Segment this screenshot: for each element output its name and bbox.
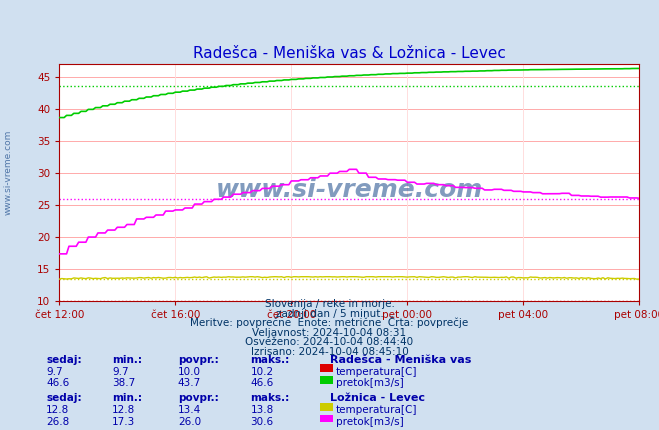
Text: maks.:: maks.: (250, 393, 290, 403)
Text: Ložnica - Levec: Ložnica - Levec (330, 393, 424, 403)
Text: 30.6: 30.6 (250, 417, 273, 427)
Text: Radešca - Meniška vas: Radešca - Meniška vas (330, 355, 471, 365)
Text: Izrisano: 2024-10-04 08:45:10: Izrisano: 2024-10-04 08:45:10 (250, 347, 409, 357)
Title: Radešca - Meniška vas & Ložnica - Levec: Radešca - Meniška vas & Ložnica - Levec (193, 46, 505, 61)
Text: maks.:: maks.: (250, 355, 290, 365)
Text: 13.8: 13.8 (250, 405, 273, 415)
Text: 26.8: 26.8 (46, 417, 69, 427)
Text: sedaj:: sedaj: (46, 355, 82, 365)
Text: www.si-vreme.com: www.si-vreme.com (215, 178, 483, 202)
Text: 9.7: 9.7 (112, 367, 129, 377)
Text: 46.6: 46.6 (46, 378, 69, 388)
Text: 26.0: 26.0 (178, 417, 201, 427)
Text: 46.6: 46.6 (250, 378, 273, 388)
Text: Meritve: povprečne  Enote: metrične  Črta: povprečje: Meritve: povprečne Enote: metrične Črta:… (190, 316, 469, 329)
Text: Slovenija / reke in morje.: Slovenija / reke in morje. (264, 299, 395, 310)
Text: Veljavnost: 2024-10-04 08:31: Veljavnost: 2024-10-04 08:31 (252, 328, 407, 338)
Text: povpr.:: povpr.: (178, 355, 219, 365)
Text: 17.3: 17.3 (112, 417, 135, 427)
Bar (320, 376, 333, 384)
Text: 12.8: 12.8 (46, 405, 69, 415)
Text: Osveženo: 2024-10-04 08:44:40: Osveženo: 2024-10-04 08:44:40 (245, 337, 414, 347)
Text: temperatura[C]: temperatura[C] (336, 367, 418, 377)
Text: www.si-vreme.com: www.si-vreme.com (3, 129, 13, 215)
Text: 38.7: 38.7 (112, 378, 135, 388)
Text: 10.2: 10.2 (250, 367, 273, 377)
Text: 43.7: 43.7 (178, 378, 201, 388)
Text: 9.7: 9.7 (46, 367, 63, 377)
Text: 10.0: 10.0 (178, 367, 201, 377)
Text: min.:: min.: (112, 393, 142, 403)
Text: pretok[m3/s]: pretok[m3/s] (336, 417, 404, 427)
Text: 13.4: 13.4 (178, 405, 201, 415)
Text: povpr.:: povpr.: (178, 393, 219, 403)
Text: temperatura[C]: temperatura[C] (336, 405, 418, 415)
Text: min.:: min.: (112, 355, 142, 365)
Bar (320, 364, 333, 372)
Bar (320, 415, 333, 422)
Text: 12.8: 12.8 (112, 405, 135, 415)
Text: pretok[m3/s]: pretok[m3/s] (336, 378, 404, 388)
Text: zadnji dan / 5 minut.: zadnji dan / 5 minut. (275, 309, 384, 319)
Bar (320, 403, 333, 411)
Text: sedaj:: sedaj: (46, 393, 82, 403)
